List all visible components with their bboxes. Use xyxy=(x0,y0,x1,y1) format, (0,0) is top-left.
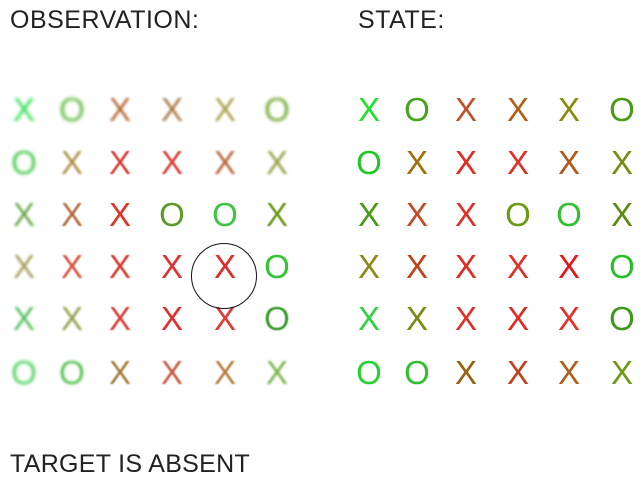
state-cell-r5-c0: O xyxy=(356,354,382,391)
observation-cell-r4-c0: X xyxy=(12,300,35,337)
state-cell-r1-c3: X xyxy=(506,144,529,181)
observation-cell-r1-c0: O xyxy=(11,144,37,181)
observation-cell-r3-c0: X xyxy=(12,248,35,285)
observation-cell-r3-c1: X xyxy=(60,248,83,285)
observation-cell-r3-c2: X xyxy=(108,248,131,285)
observation-cell-r3-c5: O xyxy=(264,248,290,285)
state-cell-r4-c0: X xyxy=(357,300,380,337)
observation-cell-r5-c5: X xyxy=(265,354,288,391)
state-cell-r1-c5: X xyxy=(610,144,633,181)
state-cell-r4-c5: O xyxy=(609,300,635,337)
observation-cell-r4-c4: X xyxy=(213,300,236,337)
state-cell-r0-c1: O xyxy=(404,91,430,128)
state-cell-r5-c3: X xyxy=(506,354,529,391)
state-cell-r2-c3: O xyxy=(505,196,531,233)
observation-cell-r0-c2: X xyxy=(108,91,131,128)
observation-cell-r5-c4: X xyxy=(213,354,236,391)
state-cell-r2-c2: X xyxy=(454,196,477,233)
state-cell-r3-c0: X xyxy=(357,248,380,285)
observation-cell-r4-c1: X xyxy=(60,300,83,337)
observation-cell-r1-c3: X xyxy=(160,144,183,181)
state-cell-r5-c1: O xyxy=(404,354,430,391)
state-cell-r3-c3: X xyxy=(506,248,529,285)
observation-cell-r0-c3: X xyxy=(160,91,183,128)
state-cell-r5-c5: X xyxy=(610,354,633,391)
observation-cell-r0-c5: O xyxy=(264,91,290,128)
observation-cell-r0-c4: X xyxy=(213,91,236,128)
state-cell-r5-c4: X xyxy=(557,354,580,391)
observation-cell-r0-c1: O xyxy=(59,91,85,128)
observation-cell-r2-c2: X xyxy=(108,196,131,233)
observation-cell-r5-c3: X xyxy=(160,354,183,391)
state-cell-r3-c5: O xyxy=(609,248,635,285)
observation-cell-r2-c0: X xyxy=(12,196,35,233)
observation-cell-r2-c5: X xyxy=(265,196,288,233)
state-cell-r3-c2: X xyxy=(454,248,477,285)
state-cell-r3-c1: X xyxy=(405,248,428,285)
state-cell-r2-c1: X xyxy=(405,196,428,233)
observation-cell-r2-c3: O xyxy=(159,196,185,233)
state-cell-r2-c5: X xyxy=(610,196,633,233)
observation-cell-r4-c5: O xyxy=(264,300,290,337)
state-cell-r0-c0: X xyxy=(357,91,380,128)
observation-heading: OBSERVATION: xyxy=(10,6,200,34)
state-cell-r0-c2: X xyxy=(454,91,477,128)
state-cell-r4-c2: X xyxy=(454,300,477,337)
observation-cell-r2-c4: O xyxy=(212,196,238,233)
state-cell-r2-c4: O xyxy=(556,196,582,233)
state-cell-r1-c4: X xyxy=(557,144,580,181)
observation-cell-r3-c4: X xyxy=(213,248,236,285)
observation-cell-r5-c2: X xyxy=(108,354,131,391)
state-cell-r0-c4: X xyxy=(557,91,580,128)
observation-cell-r2-c1: X xyxy=(60,196,83,233)
observation-cell-r3-c3: X xyxy=(160,248,183,285)
state-cell-r4-c1: X xyxy=(405,300,428,337)
observation-cell-r5-c1: O xyxy=(59,354,85,391)
target-status: TARGET IS ABSENT xyxy=(10,450,251,478)
observation-cell-r5-c0: O xyxy=(11,354,37,391)
state-cell-r0-c5: O xyxy=(609,91,635,128)
state-cell-r1-c1: X xyxy=(405,144,428,181)
state-cell-r4-c4: X xyxy=(557,300,580,337)
state-heading: STATE: xyxy=(358,6,445,34)
state-cell-r2-c0: X xyxy=(357,196,380,233)
state-cell-r1-c0: O xyxy=(356,144,382,181)
observation-cell-r0-c0: X xyxy=(12,91,35,128)
state-cell-r5-c2: X xyxy=(454,354,477,391)
observation-cell-r4-c2: X xyxy=(108,300,131,337)
state-cell-r4-c3: X xyxy=(506,300,529,337)
observation-cell-r4-c3: X xyxy=(160,300,183,337)
observation-cell-r1-c2: X xyxy=(108,144,131,181)
observation-cell-r1-c1: X xyxy=(60,144,83,181)
state-cell-r1-c2: X xyxy=(454,144,477,181)
observation-cell-r1-c4: X xyxy=(213,144,236,181)
state-cell-r3-c4: X xyxy=(557,248,580,285)
observation-cell-r1-c5: X xyxy=(265,144,288,181)
state-cell-r0-c3: X xyxy=(506,91,529,128)
